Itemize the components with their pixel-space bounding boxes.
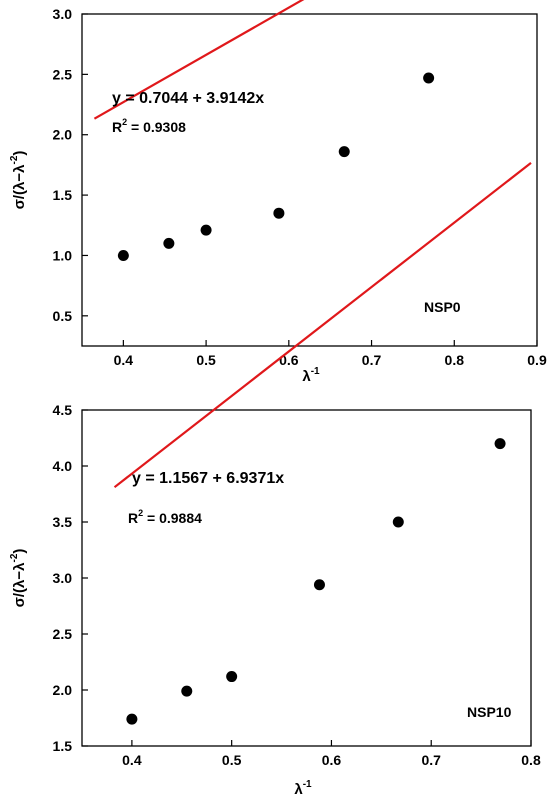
data-point — [226, 671, 238, 683]
y-tick-label: 2.5 — [53, 626, 73, 642]
data-point — [181, 685, 193, 697]
plot-frame — [81, 13, 538, 347]
y-tick-label: 4.5 — [53, 402, 73, 418]
x-tick-label: 0.5 — [196, 352, 216, 368]
x-tick-label: 0.7 — [362, 352, 382, 368]
fit-equation: y = 0.7044 + 3.9142x — [112, 90, 264, 107]
fit-line — [93, 0, 305, 120]
x-tick-label: 0.4 — [114, 352, 134, 368]
y-tick-label: 2.0 — [53, 127, 73, 143]
data-point — [313, 579, 325, 591]
y-tick-label: 1.0 — [53, 247, 73, 263]
y-tick-label: 1.5 — [53, 187, 73, 203]
data-point — [338, 146, 350, 158]
data-point — [163, 237, 175, 249]
chart-nsp10: 0.4 0.5 0.6 0.7 0.8 1.5 2.0 2.5 3.0 3.5 4.0 4.5 λ-1 σ… — [9, 162, 541, 798]
y-tick-label: 1.5 — [53, 738, 73, 754]
x-tick-label: 0.5 — [222, 752, 242, 768]
chart-nsp0: 0.4 0.5 0.6 0.7 0.8 0.9 0.5 1.0 1.5 2.0 2.5 3.0 λ-1 σ… — [9, 0, 547, 385]
x-tick-label: 0.4 — [122, 752, 142, 768]
x-tick-label: 0.6 — [322, 752, 342, 768]
y-tick-label: 2.0 — [53, 682, 73, 698]
y-tick-label: 3.5 — [53, 514, 73, 530]
r-squared: R2 = 0.9884 — [128, 508, 202, 526]
r-squared: R2 = 0.9308 — [112, 117, 186, 135]
data-point — [392, 516, 404, 528]
y-tick-label: 2.5 — [53, 66, 73, 82]
data-point — [200, 224, 212, 236]
y-tick-label: 4.0 — [53, 458, 73, 474]
data-point — [273, 207, 285, 219]
x-tick-label: 0.8 — [521, 752, 541, 768]
x-tick-label: 0.7 — [421, 752, 441, 768]
x-tick-label: 0.6 — [279, 352, 299, 368]
data-point — [117, 249, 129, 261]
x-axis-label: λ-1 — [294, 779, 312, 798]
y-tick-label: 3.0 — [53, 570, 73, 586]
data-point — [423, 72, 435, 84]
y-tick-label: 3.0 — [53, 6, 73, 22]
data-point — [126, 713, 138, 725]
x-tick-label: 0.9 — [527, 352, 547, 368]
x-tick-label: 0.8 — [445, 352, 465, 368]
data-point — [494, 438, 506, 450]
x-axis-label: λ-1 — [302, 366, 320, 385]
y-axis-label: σ/(λ−λ-2) — [9, 549, 28, 608]
y-axis-label: σ/(λ−λ-2) — [9, 151, 28, 210]
fit-equation: y = 1.1567 + 6.9371x — [132, 470, 284, 487]
y-tick-label: 0.5 — [53, 308, 73, 324]
sample-label: NSP10 — [467, 704, 512, 720]
sample-label: NSP0 — [424, 299, 461, 315]
fit-line — [113, 162, 532, 489]
